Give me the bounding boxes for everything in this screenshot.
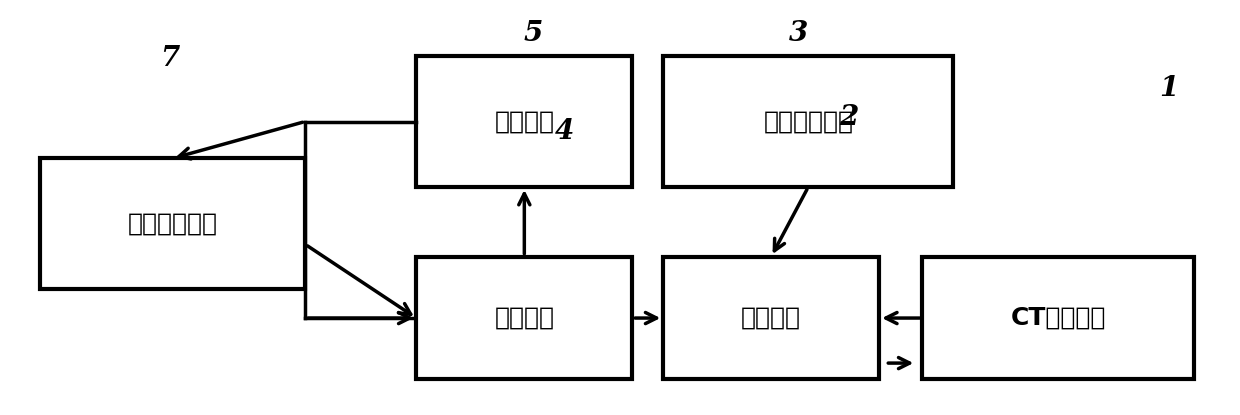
FancyBboxPatch shape (40, 159, 305, 289)
Text: 加热系统: 加热系统 (495, 306, 554, 330)
Text: 7: 7 (160, 44, 179, 71)
Text: 加载系统: 加载系统 (742, 306, 801, 330)
Text: 1: 1 (1159, 75, 1179, 102)
Text: 加载控制系统: 加载控制系统 (764, 110, 853, 134)
Text: 2: 2 (838, 104, 858, 131)
Text: 4: 4 (554, 118, 574, 145)
Text: 温度控制系统: 温度控制系统 (128, 212, 217, 236)
FancyBboxPatch shape (417, 256, 632, 379)
FancyBboxPatch shape (923, 256, 1194, 379)
FancyBboxPatch shape (663, 56, 954, 187)
Text: 3: 3 (790, 20, 808, 47)
Text: 5: 5 (525, 20, 543, 47)
Text: 测温系统: 测温系统 (495, 110, 554, 134)
FancyBboxPatch shape (417, 56, 632, 187)
Text: CT测试系统: CT测试系统 (1011, 306, 1106, 330)
FancyBboxPatch shape (663, 256, 879, 379)
